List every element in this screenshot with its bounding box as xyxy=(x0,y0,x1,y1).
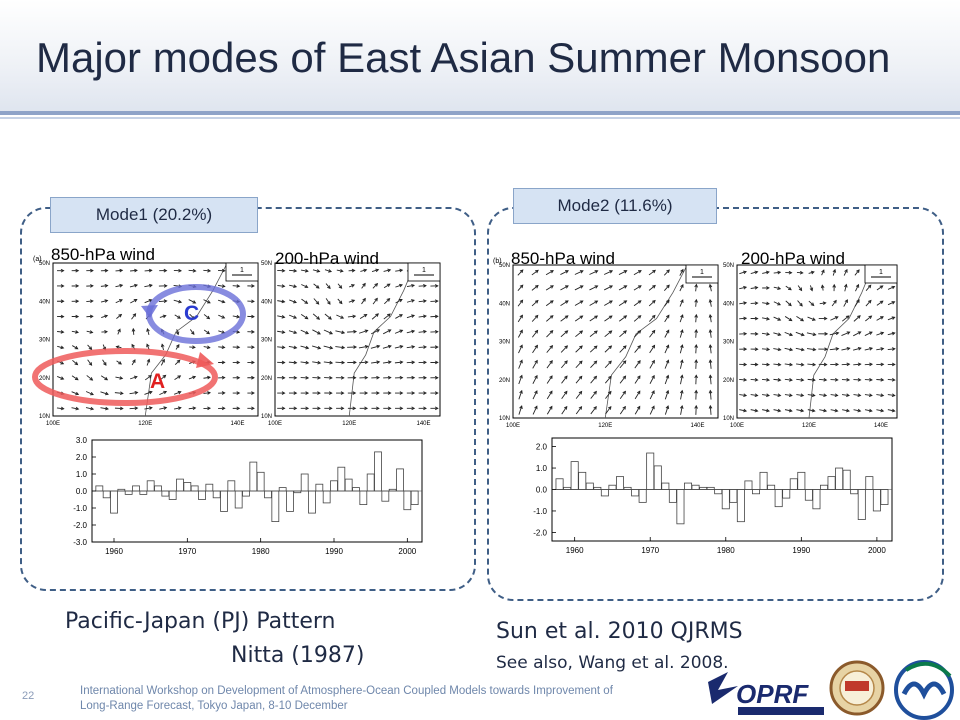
slide-header xyxy=(0,0,960,112)
mode1-200-label: 200-hPa wind xyxy=(275,249,379,268)
header-divider-secondary xyxy=(0,117,960,119)
mode2-850-label: 850-hPa wind xyxy=(511,249,615,268)
mode1-850-label: 850-hPa wind xyxy=(51,245,155,264)
svg-text:OPRF: OPRF xyxy=(736,679,809,709)
oprf-logo: OPRF xyxy=(708,672,824,715)
footer-line1: International Workshop on Development of… xyxy=(80,685,613,697)
footer-text: International Workshop on Development of… xyxy=(80,684,720,714)
mode2-caption-line2: See also, Wang et al. 2008. xyxy=(496,653,729,673)
page-number: 22 xyxy=(22,690,35,702)
agency-circle-logo xyxy=(894,660,954,720)
institute-seal-logo xyxy=(829,660,885,716)
header-divider xyxy=(0,111,960,115)
mode1-label: Mode1 (20.2%) xyxy=(50,197,258,233)
mode1-caption-line2: Nitta (1987) xyxy=(231,643,365,668)
mode1-caption-line1: Pacific-Japan (PJ) Pattern xyxy=(65,609,336,634)
mode2-caption-line1: Sun et al. 2010 QJRMS xyxy=(496,619,743,644)
footer-line2: Long-Range Forecast, Tokyo Japan, 8-10 D… xyxy=(80,700,348,712)
mode2-200-label: 200-hPa wind xyxy=(741,249,845,268)
mode2-label: Mode2 (11.6%) xyxy=(513,188,717,224)
slide-title: Major modes of East Asian Summer Monsoon xyxy=(36,34,891,81)
